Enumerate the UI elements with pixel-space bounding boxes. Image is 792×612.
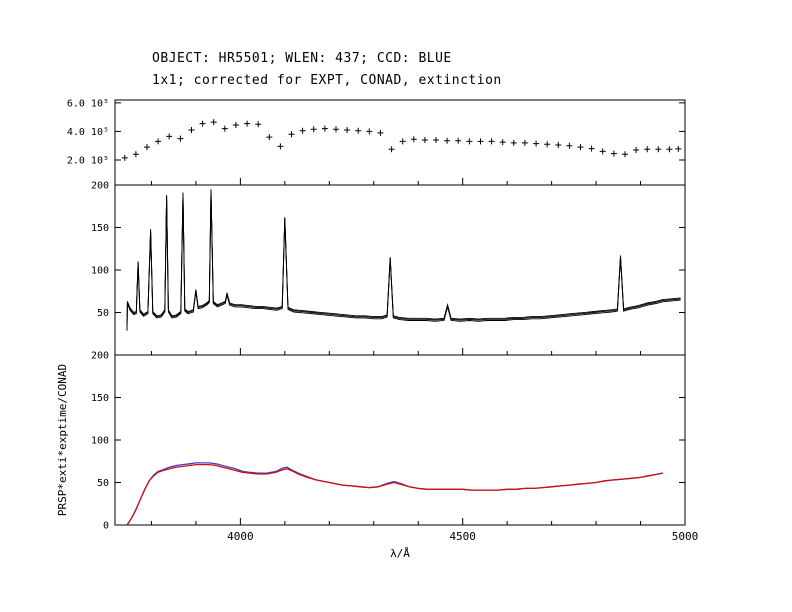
x-axis-title: λ/Å xyxy=(390,547,410,560)
y-tick-label: 2.0 10⁵ xyxy=(67,156,109,167)
response-curve-blue xyxy=(126,462,663,526)
scatter-cross-markers xyxy=(121,119,682,161)
figure-title-line2: 1x1; corrected for EXPT, CONAD, extincti… xyxy=(152,73,502,88)
y-tick-label: 6.0 10⁵ xyxy=(67,98,109,109)
panel-calibrated-response-curves: 0 50 100 150 200 xyxy=(91,351,686,532)
x-tick-label: 4000 xyxy=(227,530,254,543)
x-axis-tick-labels: 4000 4500 5000 xyxy=(227,530,698,543)
panel-flux-calibration-points: 2.0 10⁵ 4.0 10⁵ 6.0 10⁵ xyxy=(67,98,686,186)
spectrum-trace xyxy=(126,191,681,331)
chart-panels: 2.0 10⁵ 4.0 10⁵ 6.0 10⁵ 50 100 150 200 0 50 100 15… xyxy=(67,98,686,532)
y-tick-label: 100 xyxy=(91,266,109,277)
y-tick-label: 150 xyxy=(91,223,109,234)
y-tick-label: 50 xyxy=(97,478,109,489)
x-tick-label: 5000 xyxy=(672,530,699,543)
response-curve-red xyxy=(126,463,663,526)
spectrum-trace xyxy=(126,190,681,330)
y-axis-title: PRSP*exti*exptime/CONAD xyxy=(56,364,69,516)
spectrum-trace xyxy=(126,189,681,329)
y-tick-label: 200 xyxy=(91,351,109,362)
y-tick-label: 150 xyxy=(91,393,109,404)
y-tick-label: 100 xyxy=(91,436,109,447)
panel-frame xyxy=(114,99,686,186)
figure-title-line1: OBJECT: HR5501; WLEN: 437; CCD: BLUE xyxy=(152,51,452,66)
y-tick-label: 4.0 10⁵ xyxy=(67,127,109,138)
y-tick-label: 0 xyxy=(103,521,109,532)
y-tick-label: 50 xyxy=(97,308,109,319)
x-tick-label: 4500 xyxy=(449,530,476,543)
panel-frame xyxy=(114,354,686,526)
panel-raw-spectra-overlay: 50 100 150 200 xyxy=(91,181,686,356)
panel-frame xyxy=(114,184,686,356)
y-tick-label: 200 xyxy=(91,181,109,192)
